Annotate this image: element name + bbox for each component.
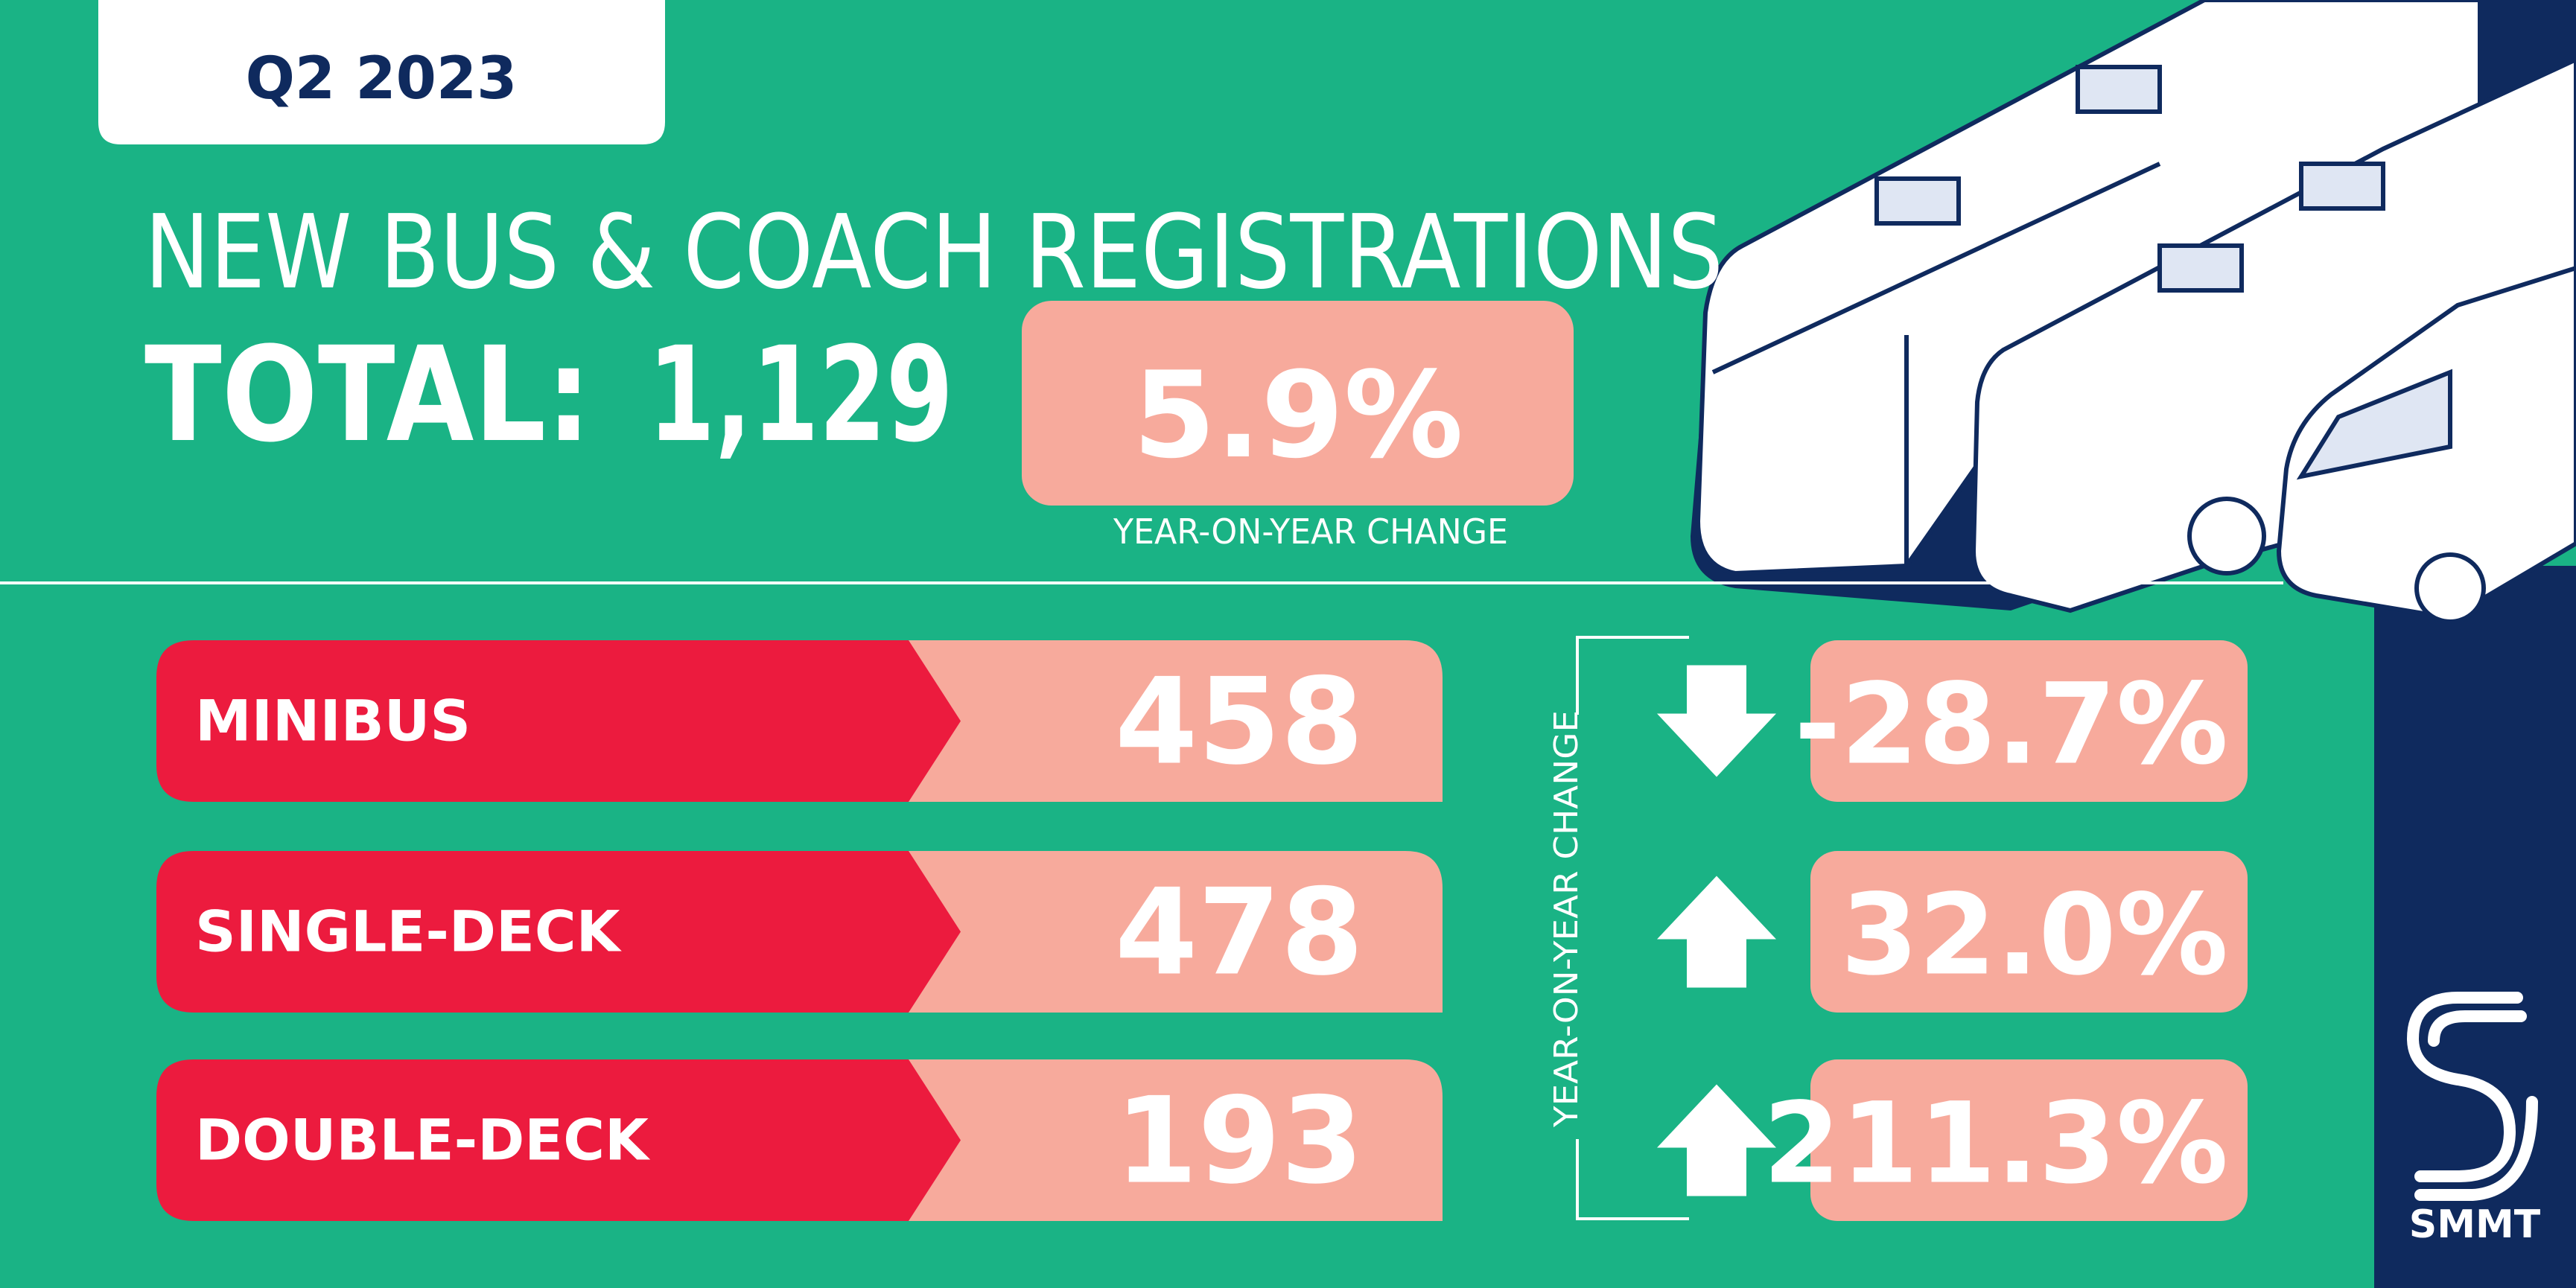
- row-name: MINIBUS: [195, 688, 471, 754]
- side-label: YEAR-ON-YEAR CHANGE: [1548, 710, 1586, 1128]
- name-box: [156, 851, 961, 1013]
- row-change: 32.0%: [1841, 871, 2228, 1001]
- total-value: 1,129: [648, 319, 953, 471]
- row-value: 458: [1115, 652, 1364, 791]
- name-box: [156, 1059, 961, 1221]
- period: Q2 2023: [246, 45, 518, 112]
- change-box: [1810, 851, 2248, 1013]
- brand-strip: [2374, 566, 2576, 1288]
- bracket-gap: [1549, 715, 1606, 1139]
- change-box: [1810, 640, 2248, 802]
- vehicle-illustration: [1691, 0, 2576, 624]
- direction-arrow: [1657, 665, 1776, 777]
- row-name: SINGLE-DECK: [195, 899, 623, 965]
- change-box: [1810, 1059, 2248, 1221]
- title: NEW BUS & COACH REGISTRATIONS: [144, 194, 1723, 312]
- direction-arrow: [1657, 876, 1776, 988]
- total-change-box: [1022, 301, 1574, 506]
- rows: MINIBUS 458 -28.7% SINGLE-DECK 478 32.0% DOUBL…: [156, 640, 2248, 1221]
- row-value: 478: [1115, 863, 1364, 1002]
- total-change-caption: YEAR-ON-YEAR CHANGE: [1113, 511, 1508, 552]
- name-box: [156, 640, 961, 802]
- direction-arrow: [1657, 1084, 1776, 1196]
- value-box: [894, 640, 1443, 802]
- row-change: 211.3%: [1763, 1080, 2228, 1209]
- value-box: [894, 1059, 1443, 1221]
- row-value: 193: [1115, 1071, 1364, 1211]
- row-change: -28.7%: [1794, 660, 2228, 790]
- total-change: 5.9%: [1133, 345, 1463, 485]
- period-tab: [98, 0, 665, 144]
- value-box: [894, 851, 1443, 1013]
- logo-text: SMMT: [2409, 1202, 2541, 1247]
- total-label: TOTAL:: [144, 319, 591, 471]
- logo-mark: [2406, 992, 2538, 1201]
- row-name: DOUBLE-DECK: [195, 1107, 651, 1173]
